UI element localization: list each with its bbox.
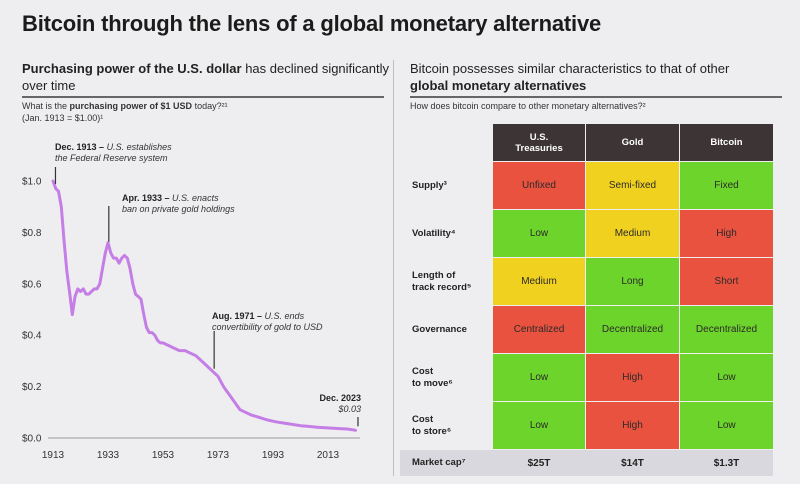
column-header: Bitcoin bbox=[680, 124, 773, 161]
rating-cell-yellow: Medium bbox=[493, 258, 585, 305]
x-tick-label: 2013 bbox=[317, 450, 340, 461]
comparison-table: U.S. Treasuries Gold Bitcoin Supply³ Unfixed… bbox=[410, 124, 773, 476]
rating-cell-green: Decentralized bbox=[680, 306, 773, 353]
rating-cell-yellow: Semi-fixed bbox=[586, 162, 679, 209]
rating-cell-red: Unfixed bbox=[493, 162, 585, 209]
annotation-1933: Apr. 1933 – U.S. enacts ban on private g… bbox=[122, 193, 235, 215]
annotation-text: $0.03 bbox=[338, 404, 361, 414]
annotation-text: U.S. ends convertibility of gold to USD bbox=[212, 311, 323, 332]
y-tick-label: $0.2 bbox=[22, 382, 42, 393]
right-heading-rule bbox=[410, 96, 782, 98]
chart-question-post: today?²¹ bbox=[192, 101, 228, 111]
annotation-text: U.S. enacts ban on private gold holdings bbox=[122, 193, 235, 214]
rating-cell-red: Short bbox=[680, 258, 773, 305]
rating-cell-green: Low bbox=[680, 354, 773, 401]
annotation-text: U.S. establishes the Federal Reserve sys… bbox=[55, 142, 172, 163]
panel-divider bbox=[393, 60, 394, 476]
chart-heading: Purchasing power of the U.S. dollar has … bbox=[22, 60, 392, 94]
slide-title: Bitcoin through the lens of a global mon… bbox=[22, 11, 602, 36]
rating-cell-green: Low bbox=[680, 402, 773, 449]
annotation-date: Apr. 1933 – bbox=[122, 193, 170, 203]
x-tick-label: 1973 bbox=[207, 450, 230, 461]
series-line bbox=[51, 179, 357, 432]
column-header: U.S. Treasuries bbox=[493, 124, 585, 161]
market-cap-value: $14T bbox=[621, 457, 644, 469]
x-tick-label: 1913 bbox=[42, 450, 65, 461]
rating-cell-green: Low bbox=[493, 210, 585, 257]
annotation-2023: Dec. 2023 $0.03 bbox=[319, 393, 361, 415]
rating-cell-red: High bbox=[680, 210, 773, 257]
chart-question: What is the purchasing power of $1 USD t… bbox=[22, 101, 228, 111]
comparison-question: How does bitcoin compare to other moneta… bbox=[410, 101, 646, 111]
annotation-date: Dec. 2023 bbox=[319, 393, 361, 403]
chart-heading-bold: Purchasing power of the U.S. dollar bbox=[22, 61, 242, 76]
row-label: Governance bbox=[412, 323, 467, 335]
row-label: Cost to store⁶ bbox=[412, 413, 452, 437]
column-header: Gold bbox=[586, 124, 679, 161]
rating-cell-red: High bbox=[586, 402, 679, 449]
chart-baseline-note: (Jan. 1913 = $1.00)¹ bbox=[22, 113, 104, 123]
comparison-heading-pre: Bitcoin possesses similar characteristic… bbox=[410, 61, 730, 76]
market-cap-value: $25T bbox=[527, 457, 551, 469]
x-tick-label: 1933 bbox=[97, 450, 120, 461]
y-tick-label: $0.0 bbox=[22, 434, 42, 445]
annotation-1971: Aug. 1971 – U.S. ends convertibility of … bbox=[212, 311, 323, 333]
rating-cell-yellow: Medium bbox=[586, 210, 679, 257]
row-label: Supply³ bbox=[412, 179, 447, 191]
row-label: Volatility⁴ bbox=[412, 227, 456, 239]
row-label: Length of track record⁵ bbox=[412, 269, 472, 293]
rating-cell-red: Centralized bbox=[493, 306, 585, 353]
annotation-1913: Dec. 1913 – U.S. establishes the Federal… bbox=[55, 142, 172, 164]
rating-cell-green: Low bbox=[493, 402, 585, 449]
market-cap-value: $1.3T bbox=[713, 457, 740, 469]
annotation-date: Aug. 1971 – bbox=[212, 311, 263, 321]
y-tick-label: $0.4 bbox=[22, 331, 42, 342]
chart-question-bold: purchasing power of $1 USD bbox=[69, 101, 193, 111]
rating-cell-green: Long bbox=[586, 258, 679, 305]
rating-cell-red: High bbox=[586, 354, 679, 401]
chart-question-pre: What is the bbox=[22, 101, 70, 111]
comparison-heading-bold: global monetary alternatives bbox=[410, 78, 587, 93]
row-label: Cost to move⁶ bbox=[412, 365, 453, 389]
y-tick-label: $0.6 bbox=[22, 279, 42, 290]
x-tick-label: 1953 bbox=[152, 450, 175, 461]
left-heading-rule bbox=[22, 96, 384, 98]
comparison-heading: Bitcoin possesses similar characteristic… bbox=[410, 60, 765, 94]
table-corner bbox=[410, 124, 492, 161]
rating-cell-green: Fixed bbox=[680, 162, 773, 209]
annotation-date: Dec. 1913 – bbox=[55, 142, 105, 152]
y-tick-label: $1.0 bbox=[22, 177, 42, 188]
x-tick-label: 1993 bbox=[262, 450, 285, 461]
chart-heading-rest: has declined significantly over time bbox=[22, 61, 390, 93]
y-tick-label: $0.8 bbox=[22, 228, 42, 239]
market-cap-label: Market cap⁷ bbox=[412, 457, 466, 468]
market-cap-band bbox=[400, 450, 773, 476]
rating-cell-green: Decentralized bbox=[586, 306, 679, 353]
rating-cell-green: Low bbox=[493, 354, 585, 401]
